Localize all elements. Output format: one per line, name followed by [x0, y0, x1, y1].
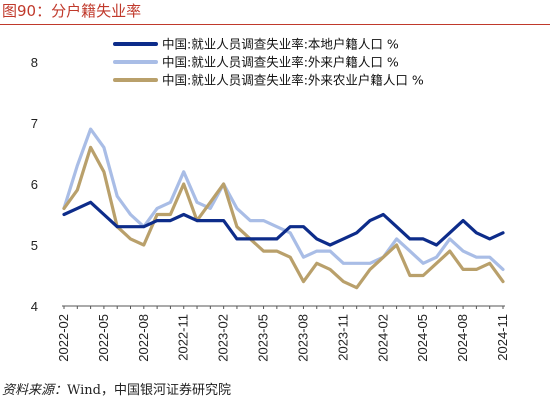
legend-label-1: 中国:就业人员调查失业率:本地户籍人口 % [162, 37, 399, 52]
x-tick-label: 2024-02 [375, 314, 390, 362]
x-tick-label: 2023-11 [335, 314, 350, 361]
x-tick-label: 2024-08 [455, 314, 470, 362]
figure-title: 图90：分户籍失业率 [2, 2, 142, 20]
source-note: 资料来源：Wind，中国银河证券研究院 [2, 379, 231, 398]
y-tick-label: 7 [31, 116, 38, 131]
series-line-2 [62, 127, 505, 271]
x-tick-label: 2024-05 [415, 314, 430, 362]
x-axis: 2022-02 2022-05 2022-08 2022-11 2023-02 2023-… [56, 305, 510, 362]
x-tick-label: 2023-02 [216, 314, 231, 362]
x-tick-label: 2023-08 [295, 314, 310, 362]
x-tick-label: 2023-05 [256, 314, 271, 362]
title-divider [0, 24, 550, 25]
series-line-1 [62, 200, 505, 247]
x-tick-label: 2024-11 [495, 314, 510, 361]
y-tick-label: 4 [31, 299, 38, 314]
chart-legend: 中国:就业人员调查失业率:本地户籍人口 % 中国:就业人员调查失业率:外来户籍人口… [113, 37, 424, 88]
x-tick-label: 2022-05 [96, 314, 111, 362]
source-text: Wind，中国银河证券研究院 [67, 383, 232, 398]
legend-label-2: 中国:就业人员调查失业率:外来户籍人口 % [162, 55, 399, 70]
source-label: 资料来源： [2, 383, 68, 398]
series-line-3 [62, 145, 505, 290]
x-tick-label: 2022-11 [176, 314, 191, 361]
y-tick-label: 6 [31, 177, 38, 192]
x-tick-label: 2022-08 [136, 314, 151, 362]
legend-label-3: 中国:就业人员调查失业率:外来农业户籍人口 % [162, 73, 424, 88]
y-tick-label: 5 [31, 238, 38, 253]
plot-area [62, 127, 505, 290]
line-chart: 中国:就业人员调查失业率:本地户籍人口 % 中国:就业人员调查失业率:外来户籍人口… [31, 37, 510, 362]
y-tick-label: 8 [31, 55, 38, 70]
x-tick-label: 2022-02 [56, 314, 71, 362]
y-axis: 4 5 6 7 8 [31, 55, 38, 314]
